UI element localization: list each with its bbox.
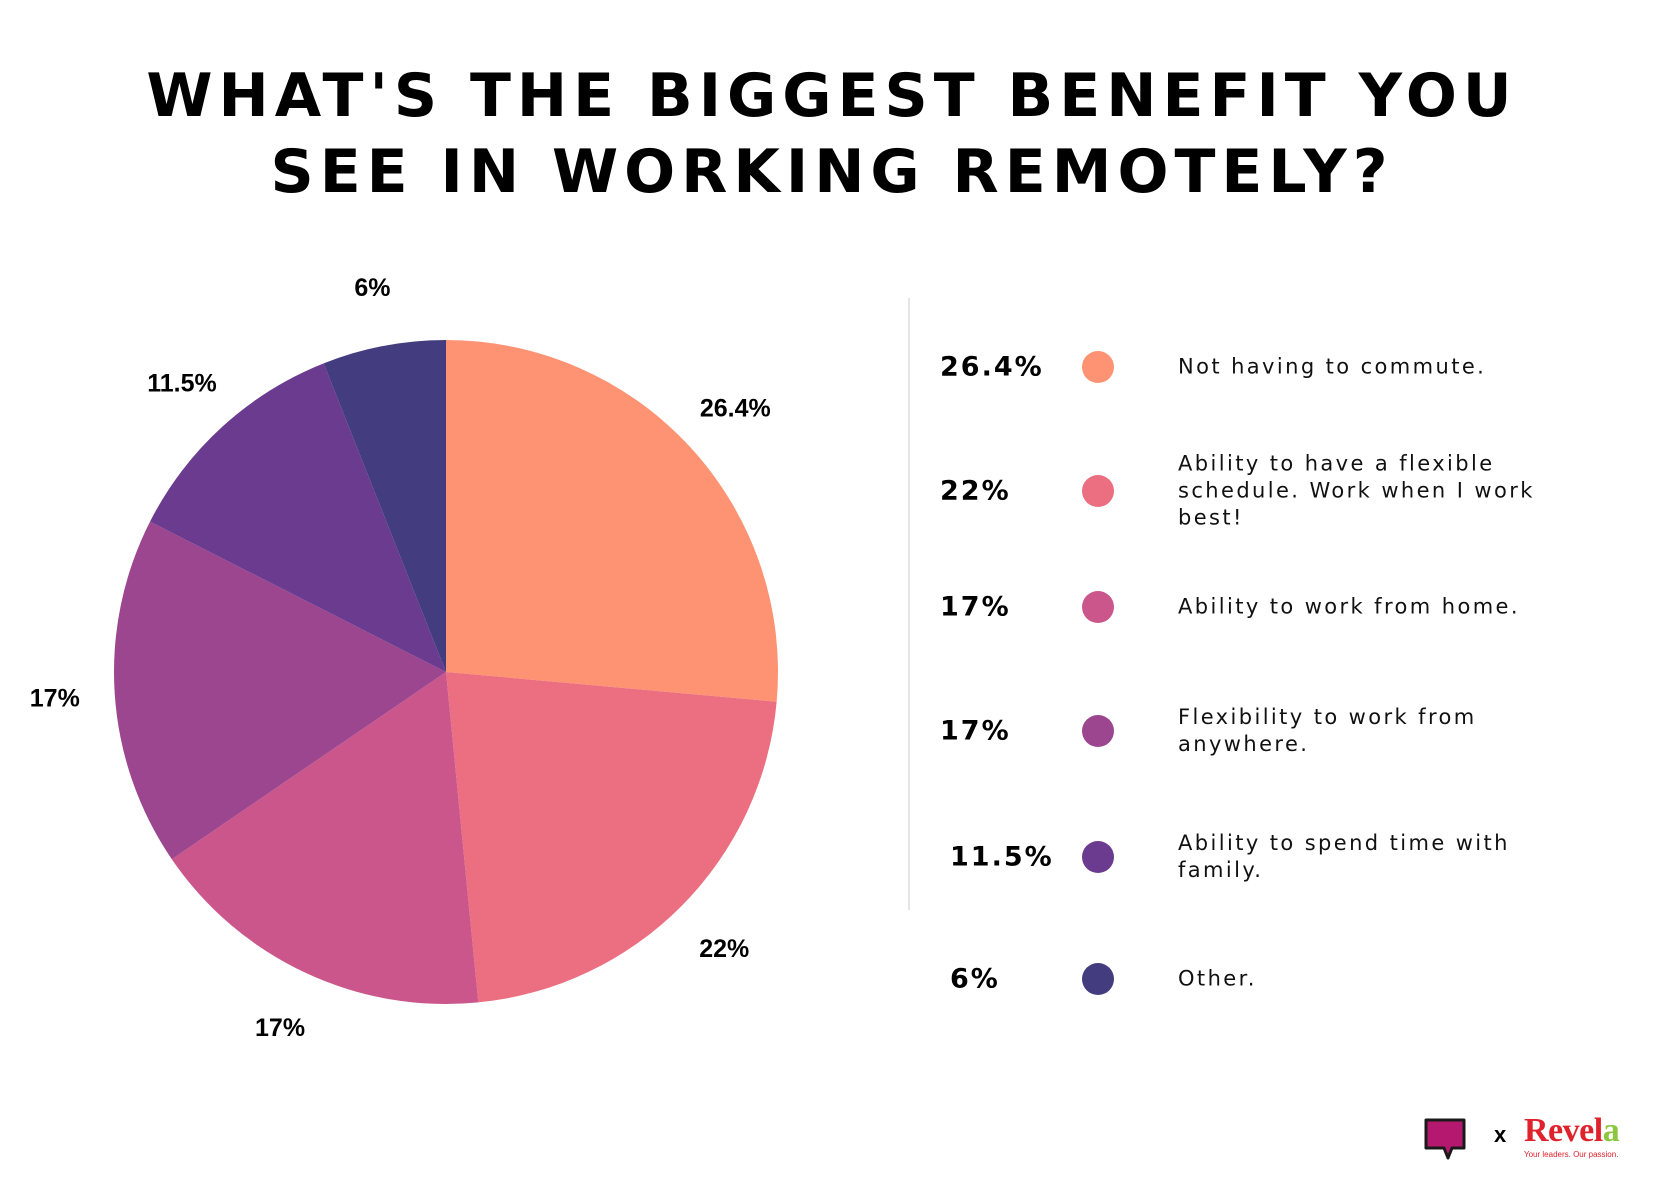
pie-slice <box>171 672 479 1004</box>
pie-chart: 26.4% 22% 17% 17% 11.5% 6% <box>30 274 778 1042</box>
legend-item: 11.5% Ability to spend time with family. <box>940 802 1620 912</box>
footer-logos: x Revela Your leaders. Our passion. <box>1424 1112 1644 1162</box>
legend-dot <box>1082 351 1114 383</box>
legend-value: 6% <box>950 963 1000 995</box>
pie-slice <box>150 363 446 672</box>
chart-title-line-2: SEE IN WORKING REMOTELY? <box>270 137 1394 207</box>
pie-slice <box>323 340 446 672</box>
legend-dot <box>1082 591 1114 623</box>
slice-label: 17% <box>30 684 80 712</box>
legend-label: Ability to work from home. <box>1178 594 1520 619</box>
slice-label: 22% <box>699 935 749 963</box>
legend-value: 17% <box>940 715 1011 747</box>
brand-tagline: Your leaders. Our passion. <box>1524 1150 1619 1159</box>
pie-slice <box>113 521 447 860</box>
legend-label: Flexibility to work from anywhere. <box>1178 705 1477 756</box>
legend-item: 22% Ability to have a flexible schedule.… <box>940 436 1620 546</box>
legend-label: Ability to spend time with family. <box>1178 831 1510 882</box>
pie-slice <box>446 672 777 1003</box>
legend-item: 6% Other. <box>940 924 1620 1034</box>
legend-dot <box>1082 715 1114 747</box>
legend-item: 26.4% Not having to commute. <box>940 312 1620 422</box>
legend-value: 22% <box>940 475 1011 507</box>
legend-item: 17% Flexibility to work from anywhere. <box>940 676 1620 786</box>
speech-bubble-icon <box>1424 1118 1466 1160</box>
chart-title: WHAT'S THE BIGGEST BENEFIT YOU SEE IN WO… <box>0 58 1664 210</box>
legend-label: Ability to have a flexible schedule. Wor… <box>1178 451 1535 530</box>
legend-label: Not having to commute. <box>1178 354 1487 379</box>
brand-main: Revel <box>1524 1112 1603 1149</box>
slice-label: 6% <box>354 274 390 302</box>
brand-accent: a <box>1602 1112 1620 1149</box>
pie-slice <box>446 340 778 702</box>
legend-value: 17% <box>940 591 1011 623</box>
legend-label: Other. <box>1178 966 1257 991</box>
slice-label: 11.5% <box>147 369 217 397</box>
slice-label: 26.4% <box>700 395 771 423</box>
legend-value: 11.5% <box>950 841 1054 873</box>
legend-item: 17% Ability to work from home. <box>940 552 1620 662</box>
brand-logo: Revela <box>1524 1112 1620 1150</box>
legend-dot <box>1082 475 1114 507</box>
legend-dot <box>1082 963 1114 995</box>
legend-dot <box>1082 841 1114 873</box>
chart-title-line-1: WHAT'S THE BIGGEST BENEFIT YOU <box>146 61 1518 131</box>
slice-label: 17% <box>255 1014 305 1042</box>
legend-value: 26.4% <box>940 351 1044 383</box>
footer-separator: x <box>1494 1122 1507 1147</box>
divider <box>908 298 910 910</box>
